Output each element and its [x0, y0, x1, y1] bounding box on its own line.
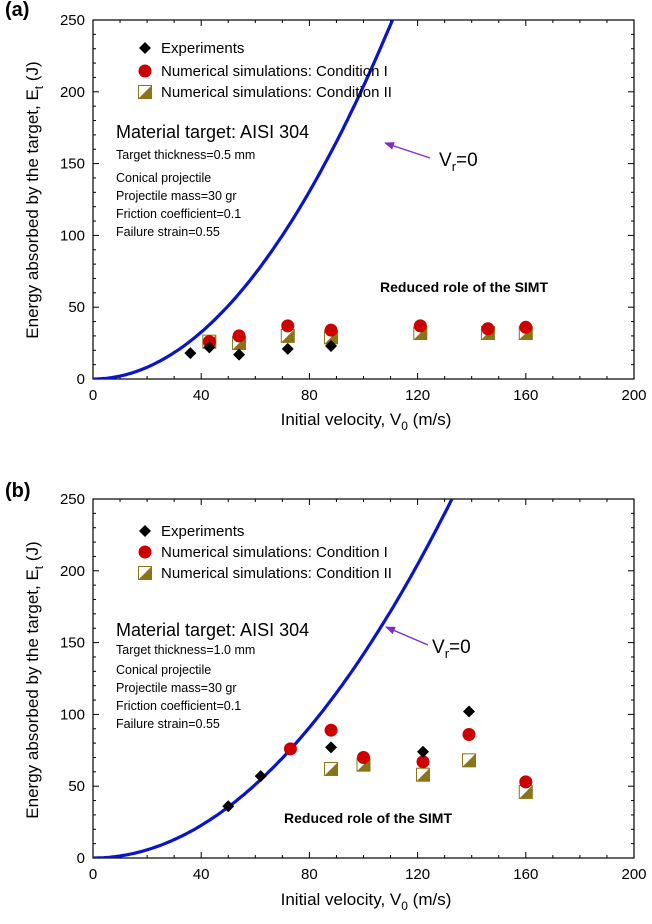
- y-tick-label: 250: [60, 491, 85, 508]
- condition-one-point: [413, 319, 427, 333]
- y-tick-label: 0: [77, 850, 85, 867]
- experiment-point: [203, 341, 216, 354]
- y-tick-label: 50: [68, 778, 85, 795]
- condition-note: Projectile mass=30 gr: [116, 189, 237, 203]
- x-tick-label: 200: [621, 387, 646, 404]
- x-tick-label: 120: [405, 387, 430, 404]
- x-tick-label: 120: [405, 866, 430, 883]
- vr-zero-curve: [93, 499, 454, 858]
- legend-experiment-marker: [139, 525, 151, 537]
- chart-panel-b: (b) 0 40 80 120 160 200 0 50 100 150 200 250 Initial …: [5, 480, 647, 913]
- condition-note: Target thickness=1.0 mm: [116, 643, 255, 657]
- y-tick-label: 0: [77, 371, 85, 388]
- condition-one-point: [519, 320, 533, 334]
- legend: Experiments Numerical simulations: Condit…: [138, 40, 392, 101]
- x-tick-label: 40: [193, 387, 210, 404]
- experiment-point: [462, 705, 475, 718]
- condition-one-point: [324, 723, 338, 737]
- experiment-point: [233, 348, 246, 361]
- y-tick-label: 50: [68, 299, 85, 316]
- ticks: [92, 19, 635, 380]
- condition-one-point: [283, 742, 297, 756]
- curve-arrow: [385, 626, 429, 646]
- legend-condition-two-marker: [138, 566, 152, 580]
- legend-entry: Numerical simulations: Condition II: [161, 565, 392, 582]
- y-axis-label: Energy absorbed by the target, Et (J): [23, 61, 46, 338]
- condition-note: Failure strain=0.55: [116, 717, 220, 731]
- panel-label: (a): [5, 0, 29, 21]
- experiment-point: [184, 347, 197, 360]
- y-tick-label: 200: [60, 563, 85, 580]
- condition-note: Projectile mass=30 gr: [116, 681, 237, 695]
- condition-one-point: [462, 728, 476, 742]
- condition-one-point: [324, 323, 338, 337]
- condition-one-point: [232, 329, 246, 343]
- curve-arrow: [384, 142, 431, 159]
- simt-note: Reduced role of the SIMT: [284, 810, 452, 826]
- y-tick-label: 200: [60, 84, 85, 101]
- condition-one-point: [281, 319, 295, 333]
- condition-two-point: [280, 328, 295, 343]
- condition-two-point: [416, 767, 431, 782]
- y-tick-label: 100: [60, 227, 85, 244]
- experiment-point: [254, 770, 267, 783]
- legend: Experiments Numerical simulations: Condit…: [138, 523, 392, 582]
- x-tick-label: 80: [301, 387, 318, 404]
- condition-note: Conical projectile: [116, 663, 211, 677]
- y-axis-label: Energy absorbed by the target, Et (J): [23, 541, 46, 818]
- y-tick-label: 150: [60, 156, 85, 173]
- legend-entry: Experiments: [161, 523, 244, 540]
- legend-experiment-marker: [139, 42, 151, 54]
- simt-note: Reduced role of the SIMT: [380, 279, 548, 295]
- curve-label: Vr=0: [432, 637, 471, 661]
- x-axis-label: Initial velocity, V0 (m/s): [281, 410, 452, 433]
- condition-two-point: [461, 753, 476, 768]
- x-axis-label: Initial velocity, V0 (m/s): [281, 890, 452, 913]
- curve-label: Vr=0: [439, 150, 478, 174]
- legend-entry: Experiments: [161, 40, 244, 57]
- x-tick-label: 200: [621, 866, 646, 883]
- legend-entry: Numerical simulations: Condition I: [161, 544, 388, 561]
- data-markers: [222, 705, 533, 813]
- condition-note: Conical projectile: [116, 171, 211, 185]
- y-tick-label: 100: [60, 706, 85, 723]
- experiment-point: [281, 342, 294, 355]
- experiment-point: [325, 741, 338, 754]
- material-note: Material target: AISI 304: [116, 620, 309, 640]
- condition-note: Friction coefficient=0.1: [116, 207, 241, 221]
- condition-two-point: [324, 761, 339, 776]
- data-markers: [184, 319, 533, 361]
- condition-two-point: [518, 784, 533, 799]
- experiment-point: [222, 800, 235, 813]
- legend-condition-one-marker: [138, 64, 152, 78]
- experiment-point: [325, 339, 338, 352]
- chart-panel-a: (a) 0 40 80 120 160 200 0 50 100 150 200 250 Initial …: [5, 0, 647, 433]
- condition-one-point: [519, 775, 533, 789]
- x-tick-label: 160: [513, 866, 538, 883]
- condition-note: Target thickness=0.5 mm: [116, 148, 255, 162]
- material-note: Material target: AISI 304: [116, 122, 309, 142]
- x-tick-label: 80: [301, 866, 318, 883]
- legend-entry: Numerical simulations: Condition I: [161, 63, 388, 80]
- x-tick-label: 40: [193, 866, 210, 883]
- legend-condition-one-marker: [138, 545, 152, 559]
- y-tick-label: 150: [60, 635, 85, 652]
- experiment-point: [417, 745, 430, 758]
- condition-one-point: [481, 322, 495, 336]
- x-tick-label: 0: [89, 387, 97, 404]
- condition-one-point: [357, 750, 370, 764]
- condition-note: Friction coefficient=0.1: [116, 699, 241, 713]
- vr-zero-curve: [93, 20, 395, 379]
- panel-label: (b): [5, 480, 31, 502]
- legend-entry: Numerical simulations: Condition II: [161, 84, 392, 101]
- y-tick-label: 250: [60, 12, 85, 29]
- condition-one-point: [416, 755, 430, 769]
- legend-condition-two-marker: [138, 85, 152, 99]
- x-tick-label: 0: [89, 866, 97, 883]
- condition-note: Failure strain=0.55: [116, 225, 220, 239]
- x-tick-label: 160: [513, 387, 538, 404]
